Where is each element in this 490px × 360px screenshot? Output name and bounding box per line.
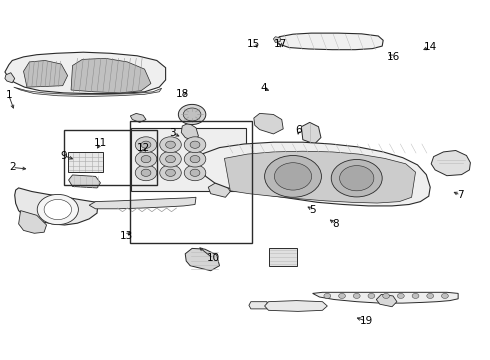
Circle shape: [135, 165, 157, 181]
Polygon shape: [181, 123, 198, 141]
Polygon shape: [313, 292, 458, 303]
Polygon shape: [130, 113, 146, 122]
Text: 9: 9: [60, 150, 67, 161]
Circle shape: [331, 159, 382, 197]
Circle shape: [166, 156, 175, 163]
Polygon shape: [15, 188, 98, 225]
Circle shape: [368, 293, 375, 298]
Polygon shape: [24, 60, 68, 87]
Circle shape: [135, 137, 157, 153]
Circle shape: [141, 156, 151, 163]
Circle shape: [190, 156, 200, 163]
Text: 6: 6: [295, 125, 302, 135]
Polygon shape: [5, 73, 15, 83]
Text: 5: 5: [309, 204, 316, 215]
Circle shape: [190, 169, 200, 176]
Circle shape: [353, 293, 360, 298]
Circle shape: [427, 293, 434, 298]
Circle shape: [184, 151, 206, 167]
Polygon shape: [254, 113, 283, 134]
Circle shape: [160, 151, 181, 167]
Polygon shape: [14, 87, 162, 96]
Circle shape: [166, 169, 175, 176]
Circle shape: [183, 108, 201, 121]
Polygon shape: [89, 197, 196, 209]
Circle shape: [339, 293, 345, 298]
Circle shape: [160, 165, 181, 181]
Bar: [68, 152, 103, 172]
Polygon shape: [224, 151, 416, 203]
Text: 3: 3: [169, 128, 176, 138]
Circle shape: [412, 293, 419, 298]
Circle shape: [141, 169, 151, 176]
Circle shape: [265, 156, 321, 197]
Circle shape: [397, 293, 404, 298]
Text: 15: 15: [247, 39, 261, 49]
Text: 2: 2: [9, 162, 16, 172]
Circle shape: [135, 151, 157, 167]
Polygon shape: [185, 248, 220, 271]
Circle shape: [37, 194, 78, 225]
Polygon shape: [277, 33, 383, 50]
Text: 7: 7: [457, 190, 464, 200]
Circle shape: [178, 104, 206, 125]
Polygon shape: [376, 294, 397, 307]
Polygon shape: [431, 150, 470, 176]
Polygon shape: [265, 301, 327, 311]
Text: 17: 17: [273, 39, 287, 49]
Polygon shape: [5, 52, 166, 94]
Text: 8: 8: [332, 219, 339, 229]
Text: 11: 11: [94, 138, 107, 148]
Bar: [131, 128, 246, 191]
Circle shape: [383, 293, 390, 298]
Circle shape: [441, 293, 448, 298]
Polygon shape: [273, 37, 280, 42]
Polygon shape: [19, 211, 47, 233]
Polygon shape: [71, 58, 151, 93]
Circle shape: [184, 165, 206, 181]
Polygon shape: [249, 302, 267, 309]
Text: 13: 13: [120, 231, 133, 241]
Text: 10: 10: [207, 253, 220, 264]
Polygon shape: [208, 183, 230, 197]
Circle shape: [166, 141, 175, 148]
Circle shape: [340, 166, 374, 191]
Text: 12: 12: [136, 143, 150, 153]
Text: 18: 18: [175, 89, 189, 99]
Polygon shape: [301, 122, 321, 144]
Text: 19: 19: [360, 316, 373, 326]
Circle shape: [184, 137, 206, 153]
Text: 14: 14: [423, 42, 437, 52]
Circle shape: [44, 199, 72, 220]
Polygon shape: [200, 142, 430, 206]
Bar: [269, 248, 297, 266]
Bar: [64, 130, 157, 185]
Circle shape: [274, 163, 312, 190]
Polygon shape: [69, 175, 100, 188]
Bar: [130, 121, 252, 243]
Circle shape: [324, 293, 331, 298]
Text: 1: 1: [5, 90, 12, 100]
Text: 4: 4: [260, 83, 267, 93]
Circle shape: [141, 141, 151, 148]
Circle shape: [190, 141, 200, 148]
Text: 16: 16: [386, 52, 400, 62]
Circle shape: [160, 137, 181, 153]
